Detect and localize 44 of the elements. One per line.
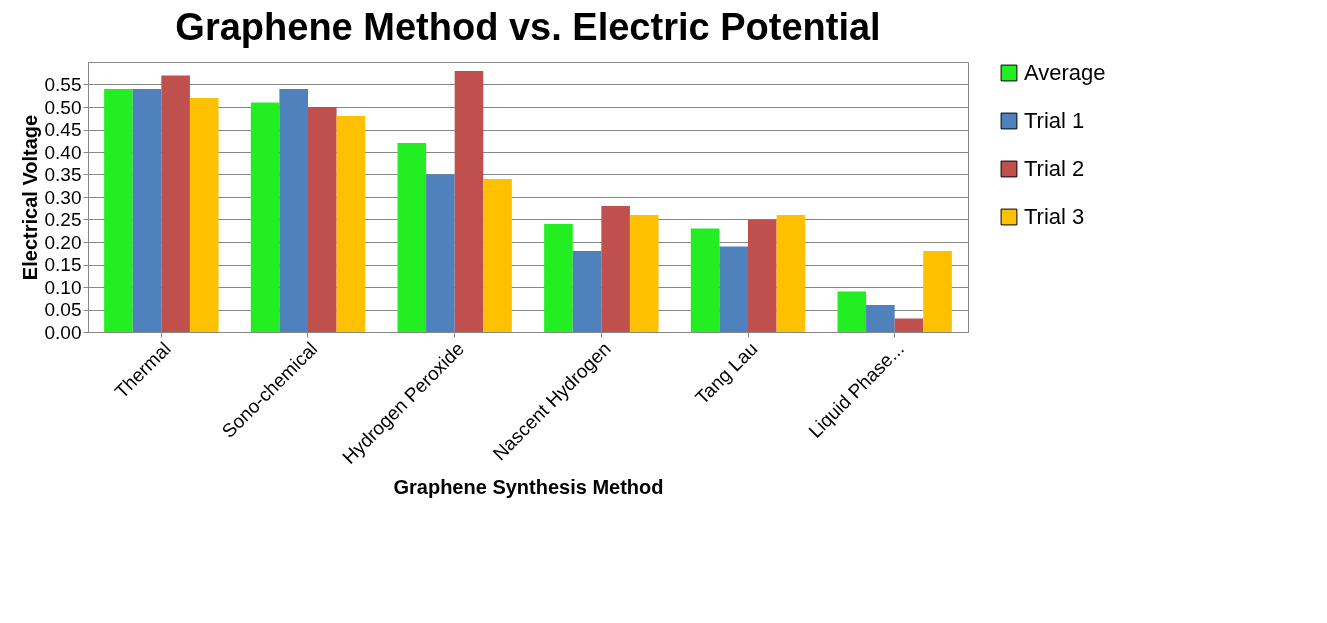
bar (161, 75, 190, 332)
y-tick-label: 0.20 (44, 231, 82, 253)
y-tick-label: 0.15 (44, 254, 82, 275)
y-tick-label: 0.55 (44, 74, 82, 95)
y-tick-label: 0.05 (44, 299, 82, 320)
bar (690, 228, 720, 332)
bar (132, 89, 162, 332)
bar (426, 174, 455, 332)
bar (776, 215, 806, 332)
y-tick-label: 0.00 (44, 321, 82, 343)
x-tick-label: Tang Lau (691, 338, 762, 409)
bar (923, 251, 952, 332)
bar (397, 143, 427, 332)
y-tick-label: 0.40 (44, 141, 82, 163)
bar (336, 116, 366, 332)
legend-label: Trial 1 (1024, 108, 1085, 133)
x-axis-title: Graphene Synthesis Method (393, 475, 664, 498)
bar (601, 206, 630, 332)
bar (308, 107, 337, 332)
y-tick-label: 0.35 (44, 164, 82, 185)
bar (719, 246, 748, 332)
bar (104, 89, 133, 332)
bar (837, 291, 867, 332)
y-axis-title: Electrical Voltage (18, 114, 41, 281)
y-tick-label: 0.30 (44, 186, 82, 208)
bar (748, 219, 777, 332)
bar (279, 89, 308, 332)
legend-label: Average (1024, 60, 1106, 85)
y-tick-label: 0.50 (44, 96, 82, 118)
bar (250, 102, 280, 332)
y-tick-label: 0.25 (44, 209, 82, 230)
bar (483, 179, 512, 332)
bar (629, 215, 659, 332)
bar (572, 251, 602, 332)
bar (544, 224, 573, 332)
legend-label: Trial 3 (1024, 204, 1085, 229)
bar (866, 305, 895, 332)
legend-label: Trial 2 (1024, 156, 1085, 181)
bar (189, 98, 219, 332)
y-tick-label: 0.45 (44, 119, 82, 140)
bar (454, 71, 484, 332)
bar (894, 318, 924, 332)
chart-title: Graphene Method vs. Electric Potential (175, 6, 881, 48)
y-tick-label: 0.10 (44, 276, 82, 298)
